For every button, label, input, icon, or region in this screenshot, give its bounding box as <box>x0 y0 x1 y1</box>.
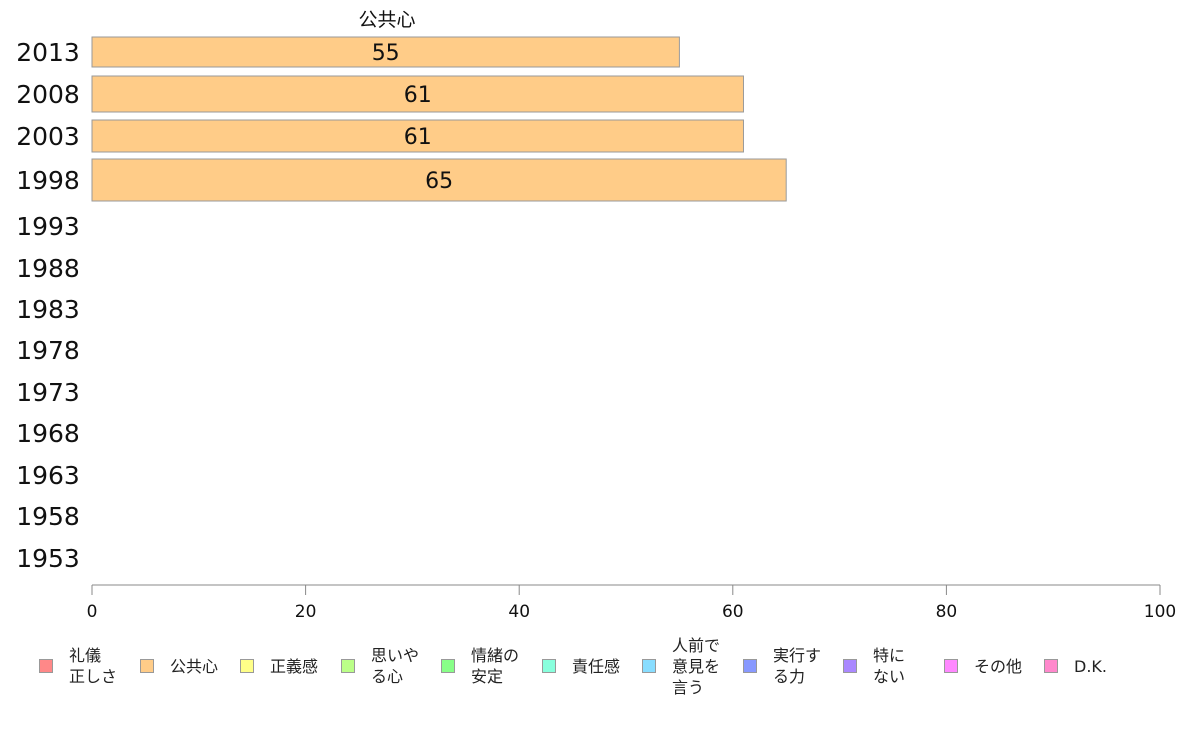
bar <box>91 36 680 68</box>
chart-title: 公共心 <box>358 9 415 31</box>
legend-label: その他 <box>974 656 1023 676</box>
legend-swatch <box>341 659 355 673</box>
x-tick-label: 60 <box>722 602 744 622</box>
legend-swatch <box>542 659 556 673</box>
data-label: 61 <box>404 125 432 150</box>
legend-label: 正義感 <box>270 656 319 676</box>
x-axis: 0 20 40 60 80 100 <box>87 584 1176 622</box>
legend-swatch <box>140 659 154 673</box>
category-labels: 2013 2008 2003 1998 1993 1988 1983 1978 1973 1968… <box>16 38 80 573</box>
category-label: 1968 <box>16 419 80 448</box>
legend-item: 礼儀 正しさ <box>39 636 117 696</box>
legend-label: D.K. <box>1074 656 1107 676</box>
legend-item: その他 <box>944 636 1022 696</box>
category-label: 1998 <box>16 166 80 195</box>
legend-label: 実行す る力 <box>773 646 822 686</box>
legend-item: 正義感 <box>240 636 318 696</box>
legend-item: 思いや る心 <box>341 636 419 696</box>
category-label: 1973 <box>16 378 80 407</box>
legend-item: 人前で 意見を 言う <box>642 635 721 697</box>
bar <box>91 119 744 153</box>
x-tick-label: 0 <box>87 602 98 622</box>
legend-item: 特に ない <box>843 636 905 696</box>
x-tick-label: 100 <box>1144 602 1176 622</box>
data-label: 65 <box>425 169 453 194</box>
data-label: 61 <box>404 83 432 108</box>
legend-swatch <box>441 659 455 673</box>
legend-swatch <box>944 659 958 673</box>
legend-label: 情緒の 安定 <box>471 646 520 686</box>
legend-label: 礼儀 正しさ <box>69 646 118 686</box>
category-label: 2013 <box>16 38 80 67</box>
x-tick-label: 20 <box>295 602 317 622</box>
category-label: 2003 <box>16 122 80 151</box>
legend-item: 情緒の 安定 <box>441 636 519 696</box>
category-label: 1993 <box>16 212 80 241</box>
category-label: 1978 <box>16 336 80 365</box>
legend-swatch <box>240 659 254 673</box>
legend-swatch <box>1044 659 1058 673</box>
legend-swatch <box>843 659 857 673</box>
legend-swatch <box>642 659 656 673</box>
category-label: 1963 <box>16 461 80 490</box>
data-label: 55 <box>372 41 400 66</box>
legend-label: 特に ない <box>873 646 906 686</box>
legend-swatch <box>743 659 757 673</box>
x-tick-label: 40 <box>508 602 530 622</box>
bar <box>91 75 744 113</box>
legend: 礼儀 正しさ 公共心 正義感 思いや る心 情緒の 安定 責任感 人前で 意見を 言う 実行す… <box>0 636 1188 706</box>
chart: 公共心 2013 2008 2003 1998 1993 1988 1983 1978 1973… <box>16 9 1176 622</box>
category-label: 1958 <box>16 502 80 531</box>
bar <box>91 158 787 202</box>
legend-item: 公共心 <box>140 636 218 696</box>
legend-label: 人前で 意見を 言う <box>672 635 721 697</box>
legend-label: 責任感 <box>572 656 621 676</box>
legend-swatch <box>39 659 53 673</box>
legend-item: D.K. <box>1044 636 1107 696</box>
x-tick-label: 80 <box>936 602 958 622</box>
legend-label: 公共心 <box>170 656 219 676</box>
category-label: 1988 <box>16 254 80 283</box>
category-label: 2008 <box>16 80 80 109</box>
legend-item: 実行す る力 <box>743 636 821 696</box>
legend-item: 責任感 <box>542 636 620 696</box>
category-label: 1953 <box>16 544 80 573</box>
legend-label: 思いや る心 <box>371 646 420 686</box>
category-label: 1983 <box>16 295 80 324</box>
